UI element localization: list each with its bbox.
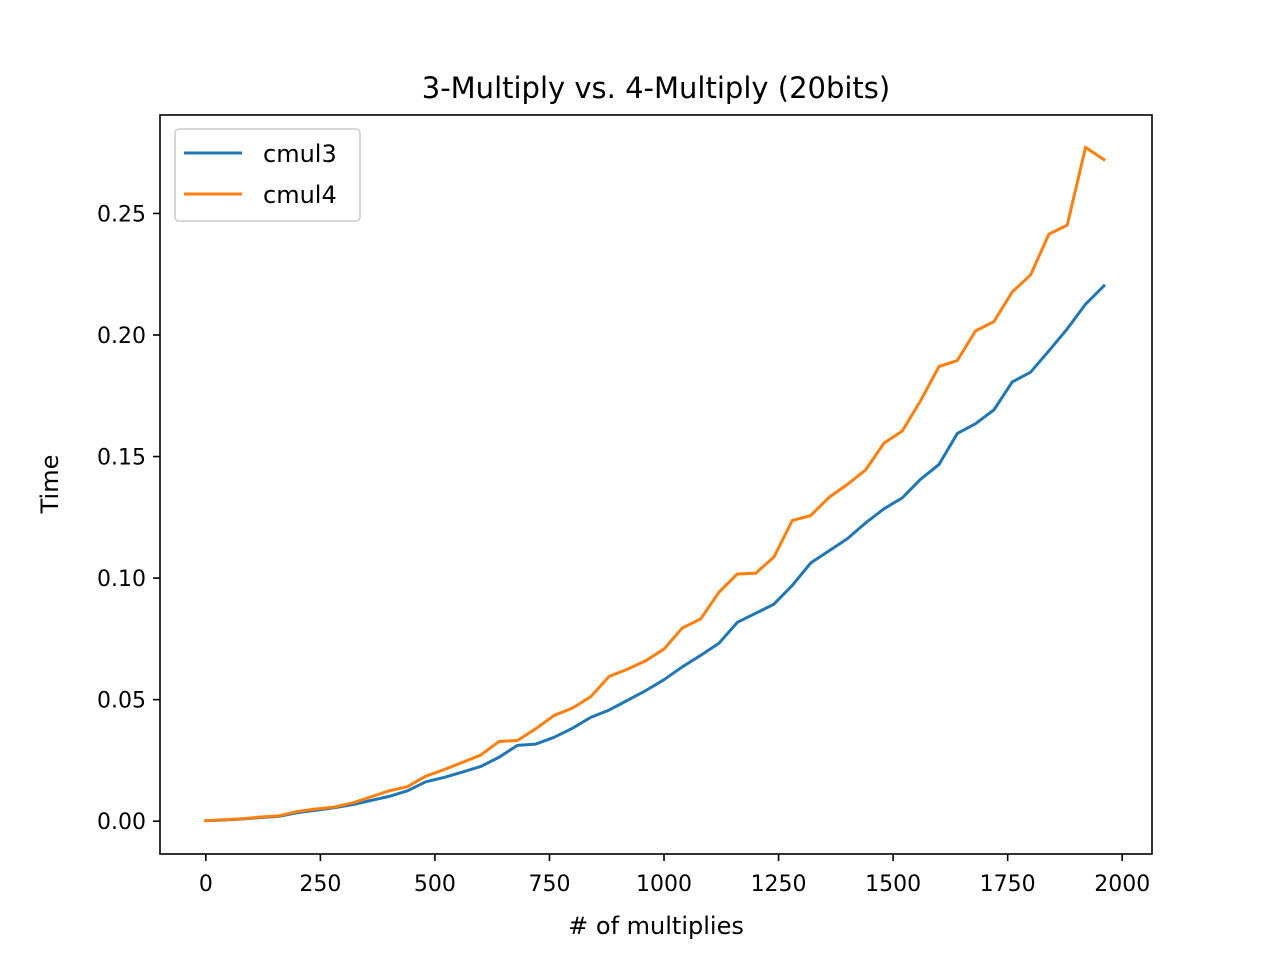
y-axis-label: Time xyxy=(36,455,64,515)
y-tick-label: 0.20 xyxy=(97,324,146,349)
x-tick-label: 250 xyxy=(299,872,341,897)
plot-area xyxy=(204,145,1107,823)
series-line-cmul4 xyxy=(204,145,1106,823)
x-tick-label: 1500 xyxy=(865,872,921,897)
chart-title: 3-Multiply vs. 4-Multiply (20bits) xyxy=(422,71,890,105)
x-tick-label: 0 xyxy=(199,872,213,897)
axes-frame xyxy=(159,114,1153,855)
legend-label-cmul4: cmul4 xyxy=(263,181,337,209)
x-axis-label: # of multiplies xyxy=(568,912,744,940)
x-tick-label: 750 xyxy=(528,872,570,897)
x-tick-label: 1000 xyxy=(636,872,692,897)
x-tick-label: 2000 xyxy=(1094,872,1150,897)
y-tick-label: 0.15 xyxy=(97,446,146,471)
y-tick-label: 0.10 xyxy=(97,567,146,592)
x-axis: 0 250 500 750 1000 1250 1500 1750 2000 xyxy=(199,854,1150,897)
y-tick-label: 0.25 xyxy=(97,202,146,227)
y-axis: 0.00 0.05 0.10 0.15 0.20 0.25 xyxy=(97,202,160,835)
x-tick-label: 500 xyxy=(414,872,456,897)
series-line-cmul3 xyxy=(204,283,1107,823)
legend: cmul3 cmul4 xyxy=(174,128,361,222)
y-tick-label: 0.05 xyxy=(97,689,146,714)
legend-label-cmul3: cmul3 xyxy=(263,140,337,168)
y-tick-label: 0.00 xyxy=(97,810,146,835)
x-tick-label: 1750 xyxy=(980,872,1036,897)
x-tick-label: 1250 xyxy=(751,872,807,897)
